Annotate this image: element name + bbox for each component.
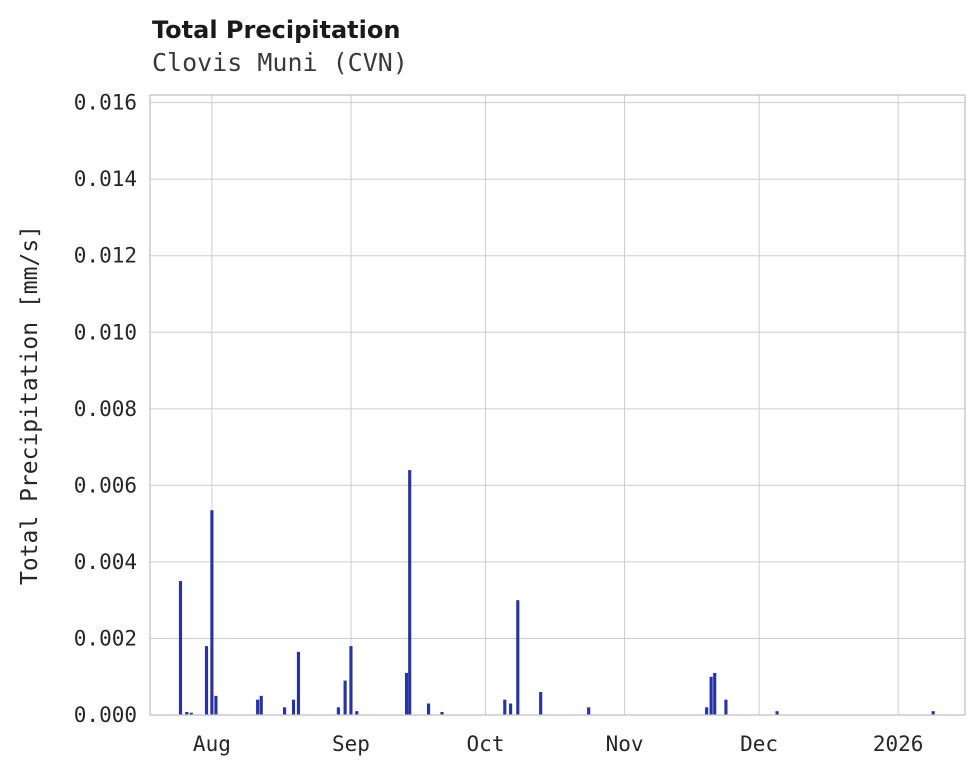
y-tick-label: 0.008 <box>74 397 137 421</box>
x-tick-label: 2026 <box>873 732 924 756</box>
precip-bar <box>256 699 260 715</box>
chart-title: Total Precipitation <box>152 16 401 44</box>
y-tick-label: 0.002 <box>74 626 137 650</box>
plot-border <box>149 94 966 716</box>
precip-bar <box>503 699 507 715</box>
y-tick-label: 0.014 <box>74 167 137 191</box>
precip-bar <box>210 510 214 715</box>
precip-bar <box>291 699 296 715</box>
x-tick-label: Oct <box>467 732 505 756</box>
precip-bar <box>509 703 513 715</box>
precip-bar <box>426 703 431 715</box>
precip-bar <box>709 676 713 715</box>
precip-bar <box>355 711 359 715</box>
x-tick-label: Aug <box>193 732 231 756</box>
y-tick-label: 0.000 <box>74 703 137 727</box>
precip-bar <box>404 672 409 715</box>
x-tick-label: Sep <box>332 732 370 756</box>
precip-bar <box>516 600 520 715</box>
precip-bar <box>296 651 301 715</box>
precip-bar <box>189 712 193 715</box>
precip-bar <box>336 707 340 715</box>
y-tick-label: 0.012 <box>74 244 137 268</box>
precip-bar <box>204 646 209 715</box>
y-tick-label: 0.016 <box>74 91 137 115</box>
y-tick-label: 0.010 <box>74 320 137 344</box>
precip-bar <box>259 695 263 715</box>
chart-subtitle: Clovis Muni (CVN) <box>152 48 408 77</box>
plot-area <box>150 95 965 715</box>
precip-bar <box>587 707 591 715</box>
precip-bar <box>349 646 353 715</box>
precip-bar <box>214 695 218 715</box>
precip-bar <box>185 711 189 715</box>
precip-bar <box>282 707 287 715</box>
precip-bar <box>713 672 717 715</box>
precip-bar <box>178 581 183 715</box>
precip-bar <box>931 711 935 715</box>
x-tick-label: Nov <box>606 732 644 756</box>
precip-bar <box>440 711 444 715</box>
x-tick-label: Dec <box>740 732 778 756</box>
precip-bar <box>705 707 709 715</box>
y-tick-label: 0.006 <box>74 473 137 497</box>
precip-bar <box>724 699 728 715</box>
precip-bar <box>408 470 412 715</box>
precip-bar <box>539 692 543 715</box>
precip-bar <box>775 711 779 715</box>
y-tick-label: 0.004 <box>74 550 137 574</box>
precip-bar <box>343 680 347 715</box>
